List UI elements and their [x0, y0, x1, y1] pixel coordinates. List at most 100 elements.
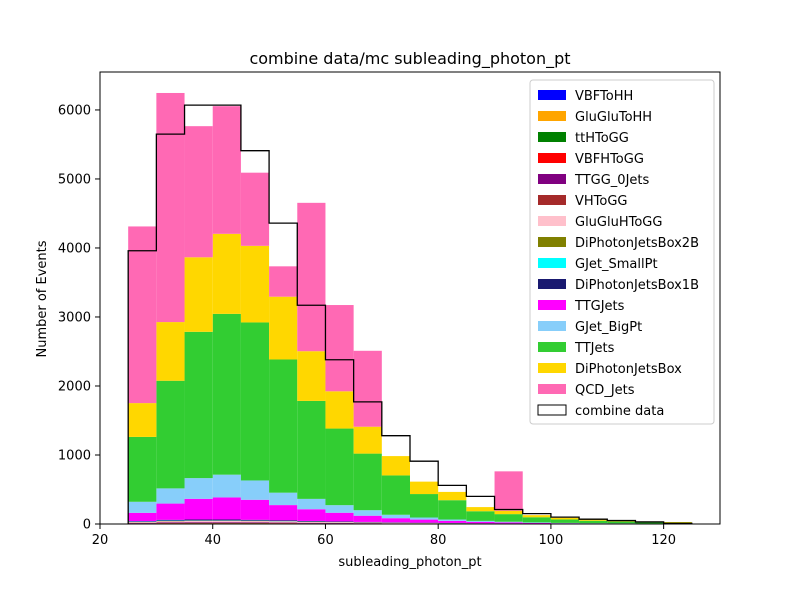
y-tick-label-4000: 4000	[58, 241, 91, 256]
y-tick-label-5000: 5000	[58, 172, 91, 187]
bar-gjet-bigpt-7	[325, 505, 353, 513]
bar-glugluhtogg-4	[241, 521, 269, 522]
bar-ttgjets-4	[241, 500, 269, 520]
bar-gjet-bigpt-0	[128, 502, 156, 513]
bar-diphotonjetsbox-8	[354, 427, 382, 454]
bar-diphotonjetsbox-7	[325, 391, 353, 428]
bar-ttgjets-1	[156, 504, 184, 520]
bar-diphotonjetsbox-9	[382, 456, 410, 475]
bar-diphotonjetsbox1b-6	[297, 521, 325, 522]
bar-glugluhtogg-0	[128, 522, 156, 523]
bar-ttgg-0jets-4	[241, 522, 269, 523]
bar-gjet-bigpt-14	[523, 522, 551, 523]
bar-qcd-jets-6	[297, 203, 325, 351]
bar-diphotonjetsbox1b-1	[156, 520, 184, 521]
bar-ttgjets-3	[213, 497, 241, 519]
bar-gjet-bigpt-8	[354, 510, 382, 516]
bar-diphotonjetsbox1b-2	[185, 520, 213, 521]
bar-diphotonjetsbox-1	[156, 322, 184, 381]
legend-swatch-glugluhtogg	[538, 216, 566, 226]
bar-qcd-jets-7	[325, 305, 353, 391]
bar-ttgjets-10	[410, 520, 438, 523]
bar-ttjets-7	[325, 429, 353, 506]
legend-swatch-vbfhtogg	[538, 153, 566, 163]
bar-gjet-bigpt-10	[410, 518, 438, 520]
legend-swatch-vbftohh	[538, 90, 566, 100]
bar-diphotonjetsbox1b-7	[325, 521, 353, 522]
bar-diphotonjetsbox-3	[213, 234, 241, 314]
bar-diphotonjetsbox-11	[438, 492, 466, 500]
bar-diphotonjetsbox-12	[466, 507, 494, 511]
bar-gjet-bigpt-5	[269, 493, 297, 505]
bar-qcd-jets-13	[495, 471, 523, 510]
bar-ttjets-14	[523, 517, 551, 522]
bar-ttjets-6	[297, 401, 325, 499]
legend-swatch-gluglutohh	[538, 111, 566, 121]
legend-label-qcd-jets: QCD_Jets	[575, 383, 635, 398]
bar-ttjets-2	[185, 332, 213, 478]
bar-qcd-jets-8	[354, 351, 382, 427]
legend-swatch-diphotonjetsbox1b	[538, 279, 566, 289]
legend-swatch-ttjets	[538, 342, 566, 352]
bar-ttjets-9	[382, 475, 410, 514]
bar-gjet-bigpt-2	[185, 478, 213, 499]
legend-label-diphotonjetsbox1b: DiPhotonJetsBox1B	[575, 278, 699, 293]
x-tick-label-100: 100	[538, 533, 563, 548]
bar-gjet-bigpt-3	[213, 475, 241, 498]
bar-gjet-bigpt-6	[297, 499, 325, 509]
bar-diphotonjetsbox-13	[495, 511, 523, 514]
legend-swatch-ttgjets	[538, 300, 566, 310]
legend-label-vhtogg: VHToGG	[575, 194, 628, 209]
bar-ttgjets-9	[382, 518, 410, 522]
legend-swatch-tthtogg	[538, 132, 566, 142]
legend-swatch-ttgg-0jets	[538, 174, 566, 184]
legend-label-gjet-smallpt: GJet_SmallPt	[575, 257, 658, 272]
bar-diphotonjetsbox-14	[523, 515, 551, 517]
bar-ttjets-15	[551, 519, 579, 522]
bar-diphotonjetsbox1b-4	[241, 520, 269, 521]
bar-ttjets-8	[354, 454, 382, 511]
legend-label-tthtogg: ttHToGG	[575, 131, 629, 146]
bar-glugluhtogg-6	[297, 522, 325, 523]
bar-ttjets-3	[213, 314, 241, 475]
bar-diphotonjetsbox-0	[128, 403, 156, 437]
bar-qcd-jets-3	[213, 106, 241, 234]
bar-ttgjets-2	[185, 499, 213, 520]
bar-diphotonjetsbox1b-0	[128, 521, 156, 522]
legend-swatch-gjet-bigpt	[538, 321, 566, 331]
bar-qcd-jets-2	[185, 126, 213, 257]
bar-gjet-bigpt-12	[466, 521, 494, 522]
bar-ttgjets-7	[325, 513, 353, 522]
x-tick-label-120: 120	[651, 533, 676, 548]
bar-ttgjets-0	[128, 513, 156, 521]
bar-glugluhtogg-2	[185, 521, 213, 522]
bar-glugluhtogg-7	[325, 522, 353, 523]
bar-ttgjets-12	[466, 522, 494, 523]
bar-diphotonjetsbox1b-5	[269, 520, 297, 521]
legend-label-diphotonjetsbox: DiPhotonJetsBox	[575, 362, 682, 377]
bar-ttgg-0jets-3	[213, 522, 241, 523]
bar-ttgjets-8	[354, 516, 382, 522]
bar-glugluhtogg-3	[213, 521, 241, 522]
legend-label-diphotonjetsbox2b: DiPhotonJetsBox2B	[575, 236, 699, 251]
x-tick-label-80: 80	[430, 533, 447, 548]
bar-ttjets-12	[466, 511, 494, 521]
bar-glugluhtogg-1	[156, 521, 184, 522]
bar-qcd-jets-0	[128, 226, 156, 403]
legend-swatch-diphotonjetsbox	[538, 363, 566, 373]
bar-ttgjets-6	[297, 509, 325, 521]
bar-ttgg-0jets-2	[185, 522, 213, 523]
bar-ttjets-13	[495, 514, 523, 522]
bar-gjet-bigpt-11	[438, 520, 466, 521]
legend-label-ttgg-0jets: TTGG_0Jets	[574, 173, 650, 188]
legend-swatch-diphotonjetsbox2b	[538, 237, 566, 247]
y-tick-label-1000: 1000	[58, 448, 91, 463]
bar-diphotonjetsbox-15	[551, 518, 579, 520]
bar-diphotonjetsbox-10	[410, 482, 438, 494]
bar-diphotonjetsbox-2	[185, 257, 213, 332]
bar-ttjets-4	[241, 322, 269, 480]
bar-ttjets-11	[438, 500, 466, 519]
bar-ttgjets-5	[269, 505, 297, 520]
legend-swatch-combine-data	[538, 405, 566, 415]
